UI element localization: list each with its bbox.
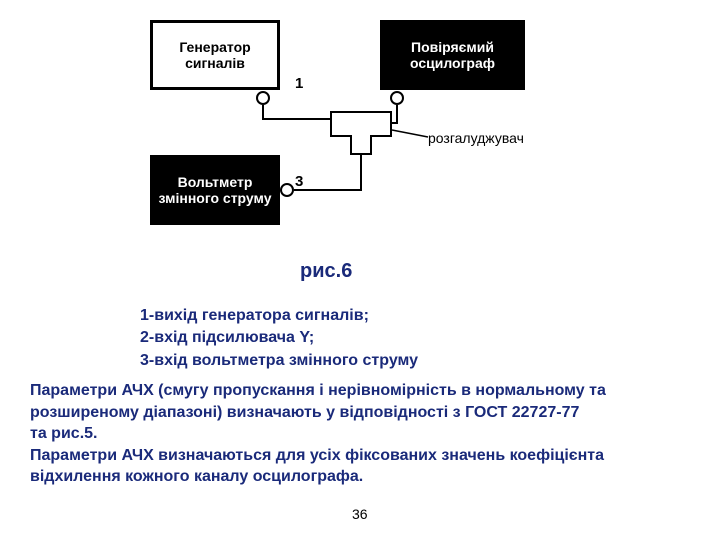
paragraph-block: Параметри АЧХ (смугу пропускання і нерів…: [30, 380, 700, 488]
figure-caption: рис.6: [300, 260, 352, 283]
para-line-5: відхилення кожного каналу осцилографа.: [30, 466, 700, 488]
connector-2-icon: [390, 91, 404, 105]
block-diagram: Генератор сигналів Повіряємий осцилограф…: [140, 15, 570, 240]
para-line-1: Параметри АЧХ (смугу пропускання і нерів…: [30, 380, 700, 402]
connector-3-icon: [280, 183, 294, 197]
wire-pointer: [392, 130, 428, 137]
connector-1-icon: [256, 91, 270, 105]
splitter-label: розгалуджувач: [428, 130, 524, 146]
wire-2: [392, 105, 397, 123]
para-line-4: Параметри АЧХ визначаються для усіх фікс…: [30, 445, 700, 467]
oscilloscope-box: Повіряємий осцилограф: [380, 20, 525, 90]
port-label-3: 3: [295, 173, 303, 190]
para-line-3: та рис.5.: [30, 423, 700, 445]
generator-label: Генератор сигналів: [157, 39, 273, 71]
splitter-stem: [350, 135, 372, 155]
voltmeter-label: Вольтметр змінного струму: [157, 174, 273, 206]
legend-line-3: 3-вхід вольтметра змінного струму: [140, 350, 418, 372]
legend-line-1: 1-вихід генератора сигналів;: [140, 305, 418, 327]
port-label-2: 2: [407, 75, 415, 92]
voltmeter-box: Вольтметр змінного струму: [150, 155, 280, 225]
oscilloscope-label: Повіряємий осцилограф: [387, 39, 518, 71]
splitter-box: [330, 111, 392, 137]
wire-3: [294, 155, 361, 190]
legend-line-2: 2-вхід підсилювача Y;: [140, 327, 418, 349]
page-number: 36: [352, 506, 368, 522]
generator-box: Генератор сигналів: [150, 20, 280, 90]
legend-block: 1-вихід генератора сигналів; 2-вхід підс…: [140, 305, 418, 372]
para-line-2: розширеному діапазоні) визначають у відп…: [30, 402, 700, 424]
port-label-1: 1: [295, 75, 303, 92]
wire-1: [263, 105, 330, 119]
